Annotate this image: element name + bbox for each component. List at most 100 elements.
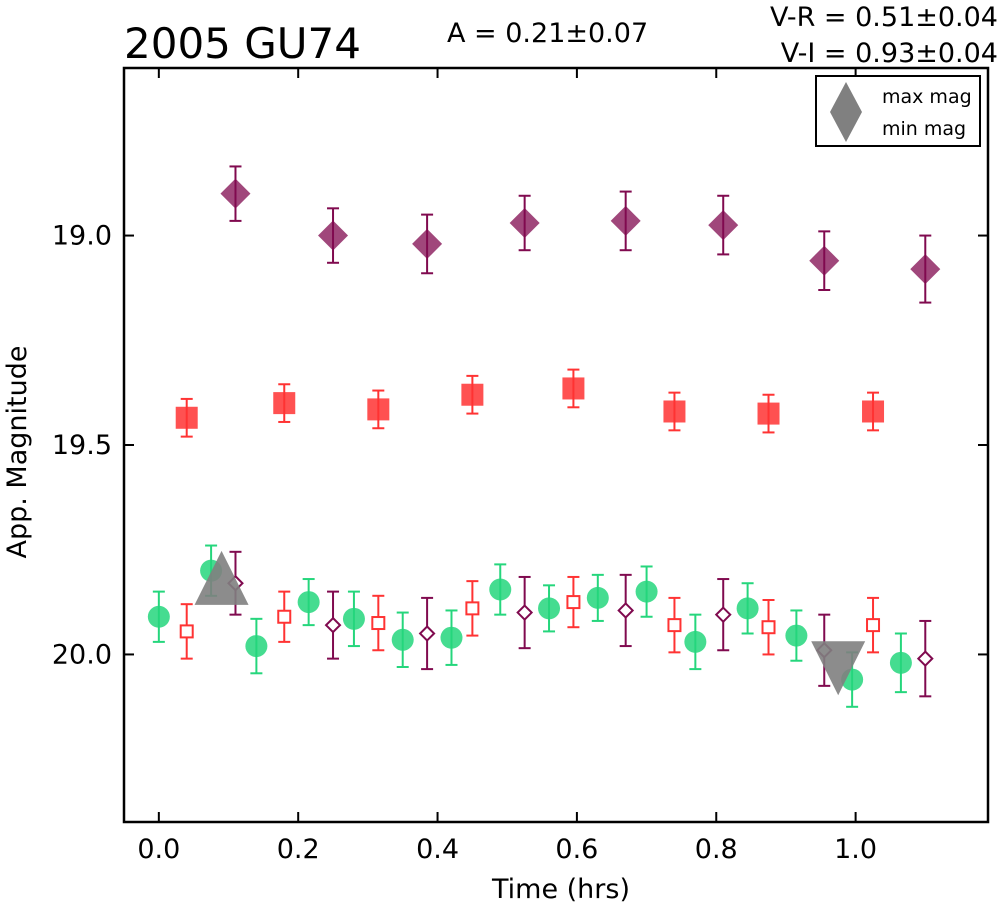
data-point-square-open xyxy=(277,590,292,643)
marker-diamond-open xyxy=(714,606,732,624)
data-point-circle-filled xyxy=(391,611,414,669)
data-point-diamond-filled xyxy=(318,207,349,264)
data-point-diamond-filled xyxy=(509,194,540,252)
data-point-square-filled xyxy=(862,391,885,432)
chart-title: 2005 GU74 xyxy=(124,19,361,68)
marker-square-filled xyxy=(663,400,686,423)
marker-circle-filled xyxy=(342,607,365,630)
data-point-square-open xyxy=(566,575,581,629)
data-point-square-filled xyxy=(757,393,780,434)
data-point-square-filled xyxy=(273,383,296,423)
data-point-circle-filled xyxy=(489,563,512,616)
data-point-circle-filled xyxy=(684,613,707,671)
marker-circle-filled xyxy=(684,630,707,653)
data-point-diamond-open xyxy=(916,619,934,698)
data-point-circle-filled xyxy=(342,590,365,648)
marker-circle-filled xyxy=(147,605,170,628)
marker-square-open xyxy=(465,601,480,616)
marker-circle-filled xyxy=(635,580,658,603)
marker-diamond-open xyxy=(516,604,534,621)
y-tick-label: 19.0 xyxy=(52,221,112,252)
data-point-square-open xyxy=(866,596,881,654)
axis-ticks: 0.0 0.2 0.4 0.6 0.8 1.0 19.0 19.5 20.0 xyxy=(52,68,988,865)
data-point-square-open xyxy=(761,598,776,656)
plot-frame xyxy=(122,66,990,824)
data-point-circle-filled xyxy=(785,609,808,662)
marker-circle-filled xyxy=(245,635,268,658)
marker-square-filled xyxy=(562,377,585,400)
x-axis-label: Time (hrs) xyxy=(491,874,630,904)
color-index-vi: V-I = 0.93±0.04 xyxy=(781,38,998,69)
legend-min-mag-label: min mag xyxy=(882,118,966,140)
marker-diamond-open xyxy=(418,625,436,642)
data-point-diamond-open xyxy=(324,590,342,660)
data-point-square-open xyxy=(179,603,194,660)
marker-circle-filled xyxy=(586,586,609,609)
data-point-circle-filled xyxy=(736,582,759,635)
data-point-square-filled xyxy=(562,368,585,409)
marker-diamond-filled xyxy=(412,228,443,259)
legend-min-mag-marker xyxy=(830,112,862,142)
y-axis-label: App. Magnitude xyxy=(2,346,33,559)
marker-square-open xyxy=(566,595,581,610)
data-point-diamond-open xyxy=(617,573,635,648)
marker-square-filled xyxy=(273,392,296,415)
data-point-circle-filled xyxy=(586,573,609,622)
x-tick-label: 0.0 xyxy=(137,834,180,865)
data-point-square-filled xyxy=(367,389,390,430)
data-point-circle-filled xyxy=(147,590,170,643)
data-point-square-filled xyxy=(663,391,686,432)
data-point-diamond-open xyxy=(714,578,732,652)
y-tick-label: 20.0 xyxy=(52,639,112,670)
data-point-diamond-filled xyxy=(809,230,840,292)
data-point-square-open xyxy=(371,594,386,652)
data-point-square-open xyxy=(667,596,682,654)
data-point-diamond-filled xyxy=(708,194,739,256)
marker-square-filled xyxy=(367,398,390,421)
marker-square-filled xyxy=(862,400,885,423)
data-point-circle-filled xyxy=(297,578,320,627)
legend-max-mag-label: max mag xyxy=(882,86,972,108)
data-point-diamond-filled xyxy=(220,165,251,222)
data-point-square-filled xyxy=(175,397,198,438)
data-point-diamond-open xyxy=(418,596,436,671)
x-tick-label: 1.0 xyxy=(834,834,877,865)
legend: max mag min mag xyxy=(815,75,981,147)
marker-circle-filled xyxy=(297,591,320,614)
amplitude-label: A = 0.21±0.07 xyxy=(447,18,648,49)
marker-diamond-filled xyxy=(910,254,941,285)
marker-square-open xyxy=(667,618,682,633)
data-point-diamond-filled xyxy=(910,234,941,304)
marker-circle-filled xyxy=(538,597,561,620)
marker-diamond-open xyxy=(324,616,342,634)
legend-max-mag-marker xyxy=(830,82,862,112)
marker-diamond-filled xyxy=(220,178,251,209)
marker-circle-filled xyxy=(489,578,512,601)
marker-circle-filled xyxy=(391,628,414,651)
x-tick-label: 0.4 xyxy=(416,834,459,865)
data-point-circle-filled xyxy=(538,584,561,633)
marker-diamond-open xyxy=(916,650,934,668)
y-tick-label: 19.5 xyxy=(52,430,112,461)
data-point-diamond-filled xyxy=(610,190,641,252)
data-point-circle-filled xyxy=(889,632,912,694)
color-index-vr: V-R = 0.51±0.04 xyxy=(770,2,998,33)
marker-square-filled xyxy=(757,402,780,425)
marker-diamond-filled xyxy=(318,220,349,251)
plot-marks xyxy=(147,165,941,708)
marker-circle-filled xyxy=(889,651,912,674)
data-point-diamond-open xyxy=(516,575,534,650)
marker-circle-filled xyxy=(440,626,463,649)
data-point-diamond-filled xyxy=(412,213,443,275)
x-tick-label: 0.6 xyxy=(555,834,598,865)
marker-square-filled xyxy=(175,406,198,429)
marker-square-open xyxy=(761,620,776,635)
data-point-circle-filled xyxy=(440,609,463,666)
data-point-square-open xyxy=(465,580,480,637)
marker-circle-filled xyxy=(736,597,759,620)
marker-diamond-filled xyxy=(809,245,840,276)
marker-square-open xyxy=(277,609,292,624)
marker-diamond-filled xyxy=(708,210,739,241)
